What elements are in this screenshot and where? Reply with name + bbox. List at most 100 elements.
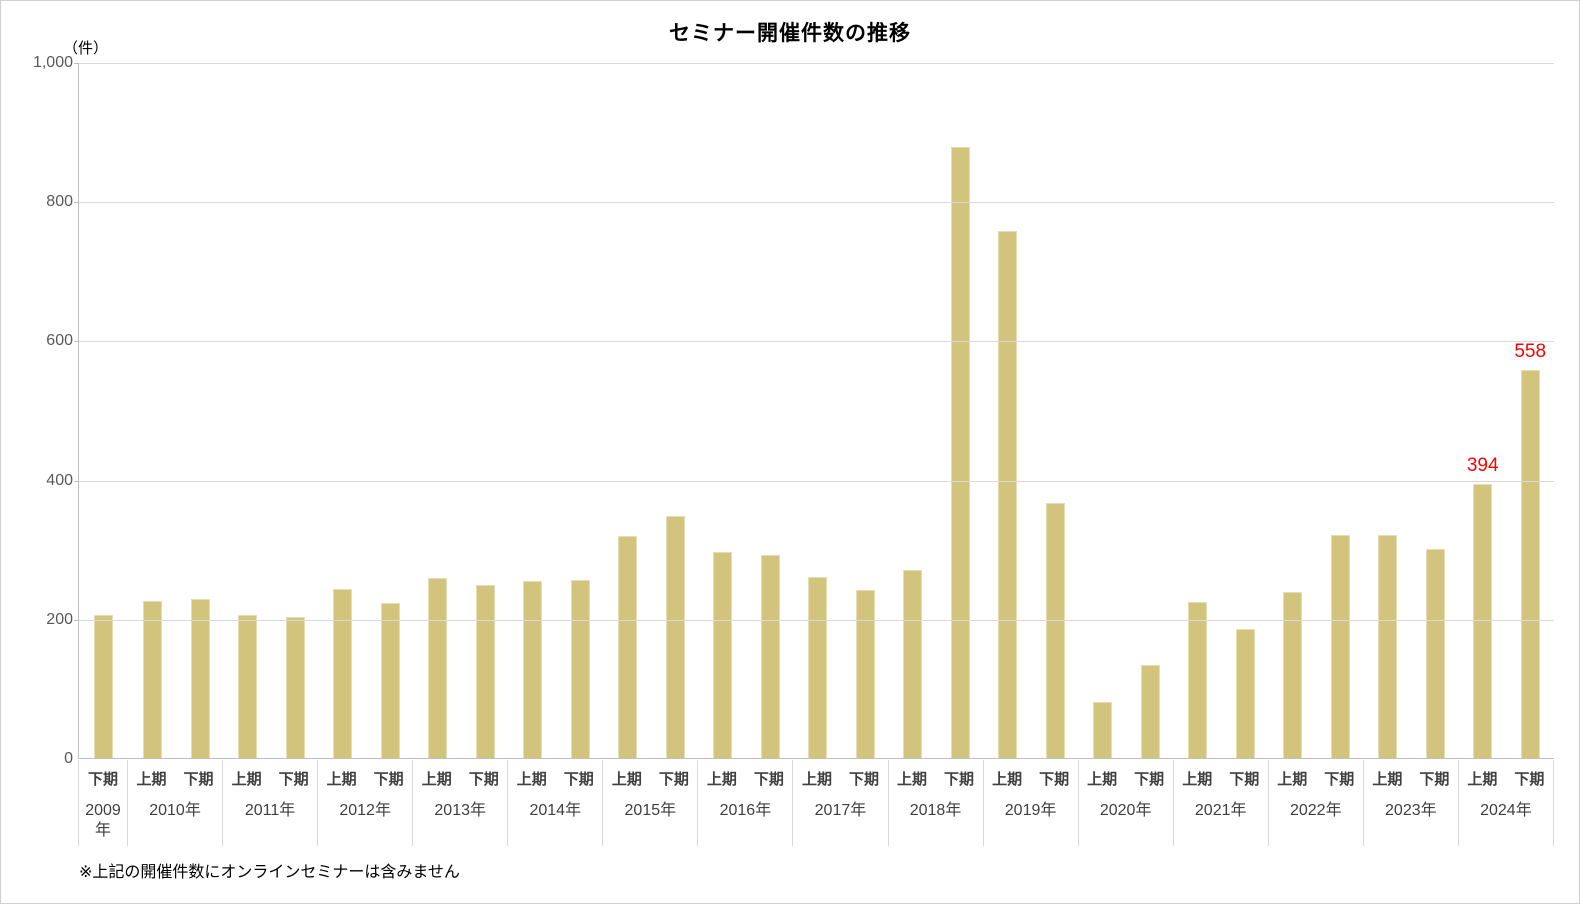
- bar-group-2011年: [224, 63, 319, 758]
- bar-2019年-下期: [1045, 503, 1065, 758]
- bar-cell: [936, 63, 984, 758]
- period-label: 上期: [992, 770, 1023, 788]
- bar-cell: 558: [1506, 63, 1554, 758]
- y-axis-tick: [74, 619, 79, 621]
- gridline: [79, 341, 1554, 343]
- bar-group-2013年: [414, 63, 509, 758]
- x-axis-group-2013年: 上期 下期 2013年: [413, 760, 509, 846]
- period-label: 上期: [801, 770, 832, 788]
- bar-cell: [984, 63, 1032, 758]
- period-label: 上期: [326, 770, 357, 788]
- x-axis-category-table: 下期 2009年 上期 下期 2010年 上期 下期 2011年 上期 下期 2012年 上期 下期 20…: [78, 760, 1554, 846]
- bar-cell: [1364, 63, 1412, 758]
- bar-2015年-下期: [665, 515, 685, 758]
- bar-cell: [889, 63, 937, 758]
- period-label: 上期: [421, 770, 452, 788]
- bar-2014年-上期: [523, 581, 543, 758]
- year-label: 2010年: [149, 802, 201, 819]
- bar-cell: [1174, 63, 1222, 758]
- y-axis-tick-label: 0: [64, 750, 73, 767]
- bar-cell: [224, 63, 272, 758]
- period-label-row: 上期 下期: [128, 760, 222, 796]
- period-label-row: 上期 下期: [413, 760, 507, 796]
- bar-cell: [461, 63, 509, 758]
- bar-2022年-上期: [1283, 592, 1303, 758]
- bar-group-2023年: [1364, 63, 1459, 758]
- year-label: 2018年: [909, 802, 962, 819]
- year-label: 2023年: [1385, 802, 1437, 819]
- period-label: 上期: [611, 770, 642, 788]
- bar-2017年-下期: [855, 589, 875, 758]
- x-axis-group-2016年: 上期 下期 2016年: [698, 760, 794, 846]
- period-label: 下期: [468, 770, 499, 788]
- y-axis-unit-label: （件）: [63, 40, 109, 57]
- period-label-row: 上期 下期: [793, 760, 887, 796]
- period-label: 下期: [944, 770, 975, 788]
- period-label: 上期: [1467, 770, 1498, 788]
- period-label: 上期: [231, 770, 262, 788]
- x-axis-group-2023年: 上期 下期 2023年: [1364, 760, 1459, 846]
- bar-cell: [841, 63, 889, 758]
- x-axis-group-2021年: 上期 下期 2021年: [1174, 760, 1269, 846]
- bar-cell: [1221, 63, 1269, 758]
- period-label-row: 上期 下期: [889, 760, 983, 796]
- y-axis-tick-labels: 1,000 800 600 400 200 0: [1, 54, 73, 767]
- period-label-row: 上期 下期: [1269, 760, 1363, 796]
- year-label: 2012年: [339, 802, 391, 819]
- bar-cell: [129, 63, 177, 758]
- period-label: 下期: [1039, 770, 1070, 788]
- period-label-row: 下期: [79, 760, 127, 796]
- bar-group-2014年: [509, 63, 604, 758]
- year-label: 2016年: [719, 802, 772, 819]
- bar-cell: [1126, 63, 1174, 758]
- period-label-row: 上期 下期: [1079, 760, 1173, 796]
- bar-cell: [794, 63, 842, 758]
- gridline: [79, 202, 1554, 204]
- period-label: 下期: [848, 770, 879, 788]
- year-label: 2014年: [529, 802, 582, 819]
- period-label: 上期: [516, 770, 547, 788]
- period-label-row: 上期 下期: [698, 760, 792, 796]
- period-label: 上期: [1277, 770, 1308, 788]
- bar-cell: [79, 63, 129, 758]
- bar-2012年-下期: [380, 602, 400, 758]
- year-label: 2015年: [624, 802, 677, 819]
- period-label: 下期: [658, 770, 689, 788]
- bar-cell: [746, 63, 794, 758]
- bar-cell: [699, 63, 747, 758]
- bar-cell: [1079, 63, 1127, 758]
- period-label: 下期: [278, 770, 309, 788]
- period-label: 上期: [1372, 770, 1403, 788]
- period-label-row: 上期 下期: [1364, 760, 1458, 796]
- bar-2024年-下期: [1520, 369, 1540, 758]
- bar-2024年-上期: [1473, 483, 1493, 758]
- x-axis-group-2018年: 上期 下期 2018年: [889, 760, 984, 846]
- x-axis-group-2019年: 上期 下期 2019年: [984, 760, 1079, 846]
- period-label-row: 上期 下期: [318, 760, 412, 796]
- bar-2020年-下期: [1140, 665, 1160, 758]
- bar-cell: [319, 63, 367, 758]
- bar-2018年-下期: [950, 146, 970, 758]
- period-label: 下期: [1324, 770, 1355, 788]
- x-axis-group-2015年: 上期 下期 2015年: [603, 760, 699, 846]
- year-label: 2017年: [814, 802, 867, 819]
- bar-2011年-上期: [238, 614, 258, 758]
- bar-group-2022年: [1269, 63, 1364, 758]
- bar-group-2024年: 394 558: [1459, 63, 1554, 758]
- bar-2017年-上期: [808, 577, 828, 758]
- bars-row: 394 558: [79, 63, 1554, 758]
- bar-2010年-下期: [190, 598, 210, 758]
- x-axis-group-2010年: 上期 下期 2010年: [128, 760, 224, 846]
- bar-data-label: 558: [1514, 340, 1547, 362]
- chart-footnote: ※上記の開催件数にオンラインセミナーは含みません: [79, 864, 460, 881]
- bar-cell: [176, 63, 224, 758]
- y-axis-tick-label: 600: [46, 332, 73, 350]
- bar-group-2018年: [889, 63, 984, 758]
- bar-2010年-上期: [143, 600, 163, 758]
- period-label-row: 上期 下期: [603, 760, 697, 796]
- year-label: 2013年: [434, 802, 487, 819]
- bar-cell: [1316, 63, 1364, 758]
- bar-2023年-上期: [1378, 535, 1398, 758]
- bar-2021年-下期: [1235, 628, 1255, 758]
